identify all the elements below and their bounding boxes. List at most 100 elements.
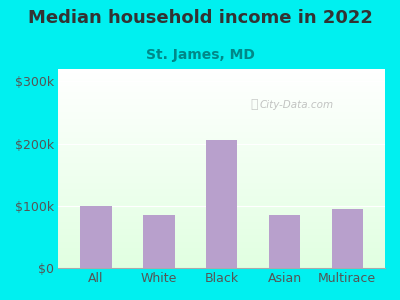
Bar [58, 259, 385, 260]
Bar [58, 115, 385, 116]
Bar [58, 148, 385, 149]
Bar [58, 229, 385, 230]
Bar [58, 118, 385, 119]
Bar [58, 236, 385, 237]
Bar [58, 139, 385, 140]
Bar [80, 206, 112, 268]
Bar [58, 70, 385, 71]
Bar [58, 90, 385, 91]
Bar [58, 184, 385, 185]
Bar [58, 222, 385, 223]
Bar [58, 177, 385, 178]
Bar [58, 178, 385, 179]
Bar [58, 239, 385, 240]
Bar [58, 126, 385, 127]
Bar [58, 241, 385, 242]
Bar [206, 140, 237, 268]
Bar [58, 195, 385, 196]
Bar [58, 149, 385, 151]
Bar [58, 219, 385, 220]
Bar [58, 221, 385, 222]
Bar [58, 117, 385, 118]
Bar [58, 196, 385, 197]
Bar [58, 165, 385, 166]
Bar [58, 227, 385, 228]
Bar [58, 116, 385, 117]
Bar [58, 69, 385, 70]
Bar [58, 114, 385, 115]
Bar [58, 247, 385, 248]
Bar [58, 136, 385, 138]
Bar [58, 169, 385, 170]
Bar [58, 157, 385, 158]
Bar [58, 91, 385, 92]
Bar [58, 237, 385, 238]
Bar [58, 130, 385, 132]
Bar [58, 171, 385, 172]
Bar [269, 215, 300, 268]
Bar [58, 98, 385, 99]
Bar [58, 151, 385, 152]
Bar [58, 257, 385, 258]
Bar [58, 207, 385, 208]
Bar [58, 214, 385, 215]
Bar [58, 264, 385, 265]
Bar [58, 119, 385, 120]
Bar [58, 122, 385, 123]
Bar [58, 160, 385, 161]
Bar [58, 78, 385, 79]
Bar [58, 217, 385, 218]
Bar [58, 208, 385, 209]
Bar [58, 186, 385, 187]
Bar [58, 212, 385, 213]
Bar [58, 152, 385, 154]
Bar [58, 249, 385, 250]
Bar [58, 215, 385, 216]
Bar [58, 123, 385, 124]
Bar [58, 225, 385, 226]
Bar [58, 240, 385, 241]
Bar [58, 176, 385, 177]
Bar [58, 187, 385, 188]
Bar [58, 246, 385, 247]
Bar [58, 113, 385, 114]
Bar [58, 82, 385, 83]
Bar [58, 100, 385, 101]
Bar [58, 262, 385, 263]
Bar [58, 220, 385, 221]
Text: St. James, MD: St. James, MD [146, 48, 254, 62]
Bar [58, 234, 385, 235]
Bar [58, 174, 385, 175]
Bar [58, 189, 385, 190]
Bar [58, 154, 385, 155]
Bar [58, 260, 385, 261]
Bar [58, 124, 385, 125]
Bar [58, 201, 385, 202]
Bar [58, 112, 385, 113]
Bar [58, 168, 385, 169]
Bar [58, 103, 385, 104]
Bar [58, 197, 385, 198]
Bar [58, 79, 385, 80]
Bar [58, 256, 385, 257]
Bar [58, 180, 385, 181]
Bar [58, 92, 385, 93]
Bar [58, 210, 385, 211]
Bar [58, 107, 385, 108]
Bar [58, 198, 385, 199]
Bar [58, 89, 385, 90]
Bar [58, 172, 385, 173]
Bar [58, 129, 385, 130]
Bar [58, 213, 385, 214]
Bar [58, 140, 385, 141]
Bar [58, 226, 385, 227]
Bar [58, 265, 385, 266]
Bar [58, 99, 385, 100]
Bar [58, 203, 385, 204]
Bar [58, 141, 385, 142]
Bar [58, 109, 385, 110]
Bar [58, 181, 385, 182]
Bar [58, 138, 385, 139]
Bar [58, 87, 385, 88]
Bar [58, 266, 385, 267]
